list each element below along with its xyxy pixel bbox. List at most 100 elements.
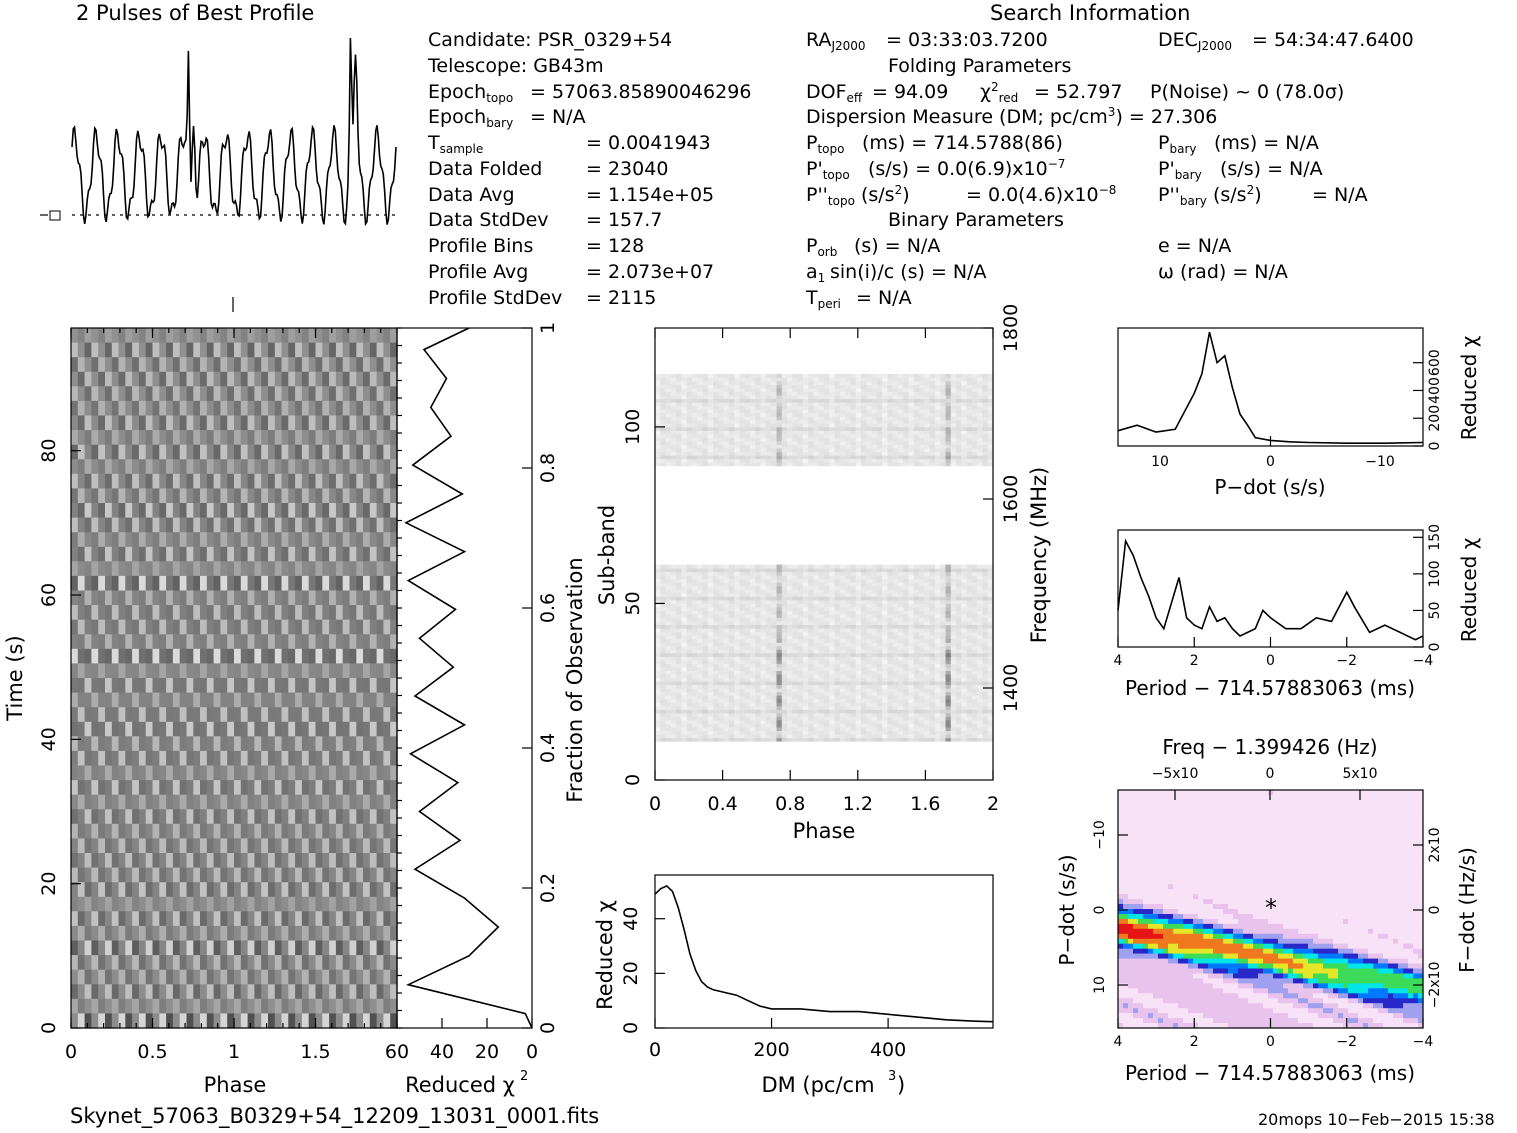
time-phase-cell: [390, 575, 398, 592]
time-phase-cell: [369, 459, 378, 475]
subband-cell: [897, 709, 904, 714]
time-phase-cell: [118, 459, 126, 475]
time-phase-cell: [111, 488, 120, 504]
time-phase-cell: [301, 998, 310, 1014]
time-phase-cell: [172, 371, 181, 387]
subband-cell: [750, 656, 756, 661]
time-phase-cell: [145, 955, 154, 971]
subband-cell: [702, 716, 709, 721]
subband-cell: [845, 681, 851, 686]
time-phase-cell: [274, 459, 283, 475]
time-phase-cell: [105, 590, 113, 606]
subband-cell: [728, 702, 735, 707]
subband-cell: [723, 610, 730, 615]
subband-cell: [876, 684, 883, 689]
time-phase-cell: [390, 823, 398, 839]
time-phase-cell: [152, 896, 160, 912]
subband-cell: [934, 656, 941, 661]
time-phase-cell: [356, 473, 364, 489]
time-phase-cell: [274, 984, 283, 1000]
time-phase-cell: [301, 736, 310, 752]
time-phase-cell: [159, 532, 167, 548]
time-phase-cell: [132, 517, 140, 533]
subband-cell: [702, 635, 709, 640]
subband-cell: [670, 709, 677, 714]
time-phase-cell: [335, 678, 344, 694]
subband-cell: [940, 645, 946, 650]
time-phase-cell: [118, 473, 126, 489]
time-phase-cell: [71, 400, 79, 417]
subband-cell: [692, 684, 698, 689]
subband-cell: [924, 667, 931, 671]
time-phase-cell: [301, 619, 310, 635]
subband-cell: [987, 624, 994, 629]
time-phase-cell: [172, 823, 181, 839]
subband-cell: [850, 645, 857, 650]
time-phase-cell: [179, 517, 188, 533]
time-phase-cell: [261, 940, 269, 956]
time-phase-cell: [329, 678, 337, 694]
time-phase-cell: [288, 488, 296, 504]
time-phase-cell: [281, 444, 289, 460]
time-phase-cell: [342, 503, 351, 519]
time-phase-cell: [335, 444, 344, 460]
time-phase-cell: [213, 750, 221, 767]
subband-cell: [765, 737, 772, 742]
subband-cell: [692, 628, 698, 633]
time-phase-cell: [335, 561, 344, 577]
time-phase-cell: [227, 765, 235, 781]
subband-cell: [945, 652, 952, 657]
time-phase-cell: [98, 984, 106, 1000]
time-phase-cell: [220, 459, 228, 475]
subband-cell: [655, 610, 661, 615]
time-phase-cell: [234, 546, 242, 562]
time-phase-cell: [383, 678, 391, 694]
time-phase-cell: [91, 678, 99, 694]
subband-cell: [966, 712, 973, 717]
subband-cell: [977, 621, 983, 626]
time-phase-cell: [132, 328, 140, 344]
subband-cell: [850, 684, 857, 689]
subband-cell: [897, 667, 904, 671]
time-phase-cell: [105, 955, 113, 971]
time-phase-cell: [91, 853, 99, 869]
subband-cell: [707, 698, 714, 703]
time-phase-cell: [71, 692, 79, 708]
subband-cell: [866, 730, 873, 735]
subband-cell: [919, 688, 925, 693]
time-phase-cell: [261, 371, 269, 387]
subband-cell: [871, 670, 878, 675]
subband-cell: [882, 645, 888, 650]
subband-cell: [829, 649, 836, 654]
subband-cell: [818, 621, 825, 626]
time-phase-cell: [200, 765, 208, 781]
subband-cell: [818, 652, 825, 657]
time-phase-cell: [227, 342, 235, 358]
subband-cell: [977, 688, 983, 693]
time-chi2-line: [404, 327, 533, 1029]
time-phase-cell: [77, 575, 86, 592]
time-phase-cell: [172, 925, 181, 942]
time-phase-cell: [390, 444, 398, 460]
subband-cell: [670, 681, 677, 686]
time-phase-cell: [234, 342, 242, 358]
time-phase-cell: [138, 619, 147, 635]
time-phase-cell: [159, 400, 167, 417]
subband-cell: [850, 730, 857, 735]
time-phase-cell: [152, 707, 160, 723]
subband-cell: [961, 677, 968, 682]
time-phase-cell: [220, 692, 228, 708]
time-phase-cell: [98, 532, 106, 548]
subband-cell: [681, 624, 688, 629]
time-phase-cell: [206, 750, 215, 767]
subband-cell: [850, 698, 857, 703]
time-phase-cell: [254, 342, 262, 358]
subband-cell: [845, 659, 851, 664]
time-phase-cell: [363, 867, 371, 883]
time-phase-cell: [308, 605, 317, 621]
time-phase-cell: [213, 561, 221, 577]
time-phase-cell: [200, 532, 208, 548]
subband-cell: [728, 628, 735, 633]
time-phase-cell: [254, 955, 262, 971]
